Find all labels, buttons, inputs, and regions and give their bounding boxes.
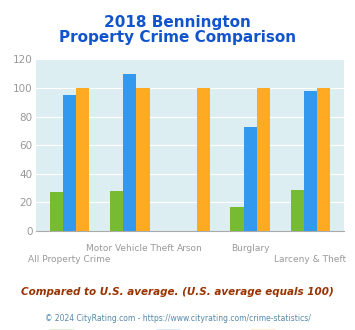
Text: Larceny & Theft: Larceny & Theft <box>274 255 346 264</box>
Bar <box>257 88 270 231</box>
Text: Property Crime Comparison: Property Crime Comparison <box>59 30 296 45</box>
Bar <box>136 88 149 231</box>
Bar <box>304 91 317 231</box>
Legend: Bennington, Nebraska, National: Bennington, Nebraska, National <box>45 326 335 330</box>
Bar <box>317 88 330 231</box>
Bar <box>123 74 136 231</box>
Text: © 2024 CityRating.com - https://www.cityrating.com/crime-statistics/: © 2024 CityRating.com - https://www.city… <box>45 314 310 323</box>
Bar <box>290 189 304 231</box>
Text: 2018 Bennington: 2018 Bennington <box>104 15 251 30</box>
Bar <box>63 95 76 231</box>
Bar <box>197 88 210 231</box>
Bar <box>110 191 123 231</box>
Bar <box>244 127 257 231</box>
Bar <box>230 207 244 231</box>
Bar <box>76 88 89 231</box>
Text: Arson: Arson <box>177 244 203 253</box>
Text: Compared to U.S. average. (U.S. average equals 100): Compared to U.S. average. (U.S. average … <box>21 287 334 297</box>
Text: Burglary: Burglary <box>231 244 269 253</box>
Text: All Property Crime: All Property Crime <box>28 255 111 264</box>
Bar <box>50 192 63 231</box>
Text: Motor Vehicle Theft: Motor Vehicle Theft <box>86 244 174 253</box>
